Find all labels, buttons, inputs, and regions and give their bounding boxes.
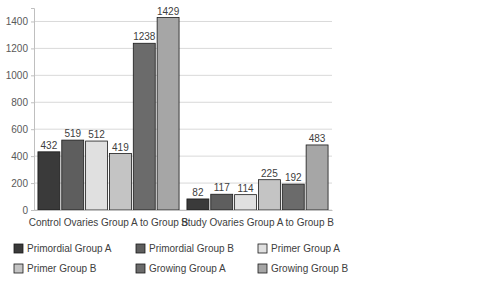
legend-label: Primordial Group B [149, 243, 234, 254]
bar [62, 140, 84, 210]
y-tick-mark [31, 75, 34, 76]
data-label: 114 [238, 183, 254, 194]
bar [133, 43, 155, 210]
data-label: 419 [112, 142, 129, 153]
legend-label: Growing Group A [149, 263, 226, 274]
y-tick-label: 200 [11, 178, 28, 189]
legend-swatch [258, 244, 267, 253]
legend-label: Primordial Group A [27, 243, 112, 254]
bar [258, 180, 280, 210]
y-tick: 400 [11, 151, 34, 162]
y-tick-label: 1000 [6, 70, 29, 81]
y-axis-line [31, 9, 35, 211]
x-tick: Study Ovaries Group A to Group B [181, 210, 334, 228]
legend-swatch [14, 244, 23, 253]
x-tick-label: Study Ovaries Group A to Group B [181, 217, 334, 228]
bar [109, 154, 131, 210]
legend-label: Primer Group B [27, 263, 97, 274]
grid [34, 21, 332, 210]
legend-label: Primer Group A [271, 243, 340, 254]
data-label: 82 [192, 187, 204, 198]
y-tick-label: 800 [11, 97, 28, 108]
y-tick-mark [31, 210, 34, 211]
legend-swatch [136, 244, 145, 253]
grid-line [34, 21, 332, 22]
bar [282, 184, 304, 210]
data-labels: 432 82 519 117 512 114 419 225 1238 192 1429 483 [41, 6, 326, 198]
bars [38, 18, 328, 210]
chart: 0 200 400 600 800 1000 1200 1400 432 82 519 117 512 1… [0, 0, 500, 288]
x-tick-label: Control Ovaries Group A to Group B [29, 217, 189, 228]
bar [306, 145, 328, 210]
legend-swatch [14, 264, 23, 273]
y-tick-mark [31, 156, 34, 157]
data-label: 192 [285, 172, 302, 183]
data-label: 1429 [157, 6, 180, 17]
legend-swatch [136, 264, 145, 273]
data-label: 519 [64, 128, 81, 139]
y-tick-mark [31, 129, 34, 130]
y-tick: 800 [11, 97, 34, 108]
data-label: 225 [261, 168, 278, 179]
bar [235, 195, 257, 210]
grid-line [34, 48, 332, 49]
y-tick-label: 0 [22, 205, 28, 216]
legend-label: Growing Group B [271, 263, 349, 274]
data-label: 512 [88, 129, 105, 140]
y-tick: 1000 [6, 70, 34, 81]
data-label: 117 [214, 182, 230, 193]
legend-swatch [258, 264, 267, 273]
y-tick-label: 600 [11, 124, 28, 135]
y-tick-label: 1400 [6, 16, 29, 27]
bar [38, 152, 60, 210]
bar [157, 18, 179, 210]
y-tick-mark [31, 48, 34, 49]
bar [187, 199, 209, 210]
y-tick-label: 400 [11, 151, 28, 162]
legend: Primordial Group A Primordial Group B Prim… [14, 243, 349, 274]
data-label: 483 [309, 133, 326, 144]
grid-line [34, 102, 332, 103]
x-axis: Control Ovaries Group A to Group BStudy … [29, 210, 335, 228]
y-tick-mark [31, 21, 34, 22]
y-tick-mark [31, 183, 34, 184]
bar [86, 141, 108, 210]
bar [211, 194, 233, 210]
y-tick: 600 [11, 124, 34, 135]
y-tick: 200 [11, 178, 34, 189]
x-tick: Control Ovaries Group A to Group B [29, 210, 189, 228]
grid-line [34, 75, 332, 76]
y-tick: 1400 [6, 16, 34, 27]
y-tick-mark [31, 102, 34, 103]
x-axis-line [35, 210, 333, 211]
y-tick: 1200 [6, 43, 34, 54]
data-label: 1238 [133, 31, 156, 42]
y-axis: 0 200 400 600 800 1000 1200 1400 [6, 9, 35, 216]
y-tick-label: 1200 [6, 43, 29, 54]
data-label: 432 [41, 140, 58, 151]
y-tick: 0 [22, 205, 34, 216]
